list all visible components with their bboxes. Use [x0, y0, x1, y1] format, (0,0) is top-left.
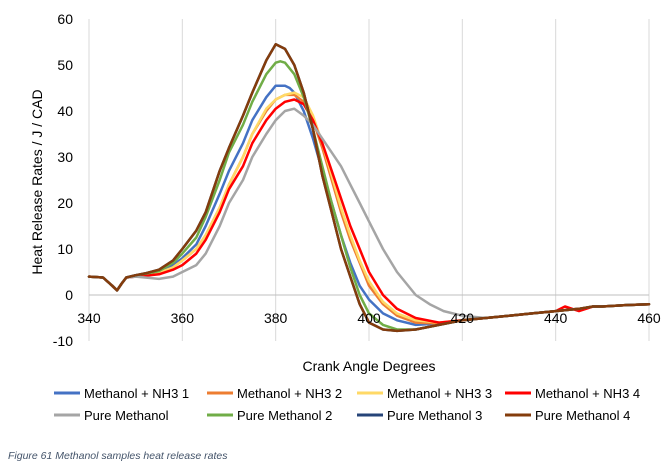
legend: Methanol + NH3 1 Methanol + NH3 2 Methanol…	[54, 386, 640, 423]
series-line-8	[87, 43, 651, 333]
legend-label: Methanol + NH3 1	[84, 386, 189, 401]
gridlines	[88, 19, 650, 341]
y-tick-label: 30	[57, 149, 73, 165]
y-tick-label: -10	[53, 333, 73, 349]
figure-caption: Figure 61 Methanol samples heat release …	[8, 450, 228, 462]
x-tick-label: 400	[357, 310, 381, 326]
legend-label: Pure Methanol 2	[237, 408, 332, 423]
legend-label: Pure Methanol	[84, 408, 169, 423]
legend-label: Methanol + NH3 4	[535, 386, 640, 401]
legend-label: Methanol + NH3 2	[237, 386, 342, 401]
y-axis-label: Heat Release Rates / J / CAD	[29, 89, 45, 274]
x-tick-label: 340	[77, 310, 101, 326]
y-tick-label: 20	[57, 195, 73, 211]
legend-label: Pure Methanol 4	[535, 408, 630, 423]
y-tick-label: 10	[57, 241, 73, 257]
x-tick-label: 460	[637, 310, 661, 326]
x-tick-label: 420	[451, 310, 475, 326]
y-tick-label: 40	[57, 103, 73, 119]
x-axis-label: Crank Angle Degrees	[302, 358, 435, 374]
y-tick-label: 0	[65, 287, 73, 303]
x-tick-label: 360	[171, 310, 195, 326]
y-tick-label: 50	[57, 57, 73, 73]
tick-labels: -10 0 10 20 30 40 50 60 340 360 380 400 420 440 460	[53, 11, 661, 349]
legend-label: Pure Methanol 3	[387, 408, 482, 423]
series-lines	[87, 43, 651, 333]
x-tick-label: 440	[544, 310, 568, 326]
y-tick-label: 60	[57, 11, 73, 27]
x-tick-label: 380	[264, 310, 288, 326]
legend-label: Methanol + NH3 3	[387, 386, 492, 401]
